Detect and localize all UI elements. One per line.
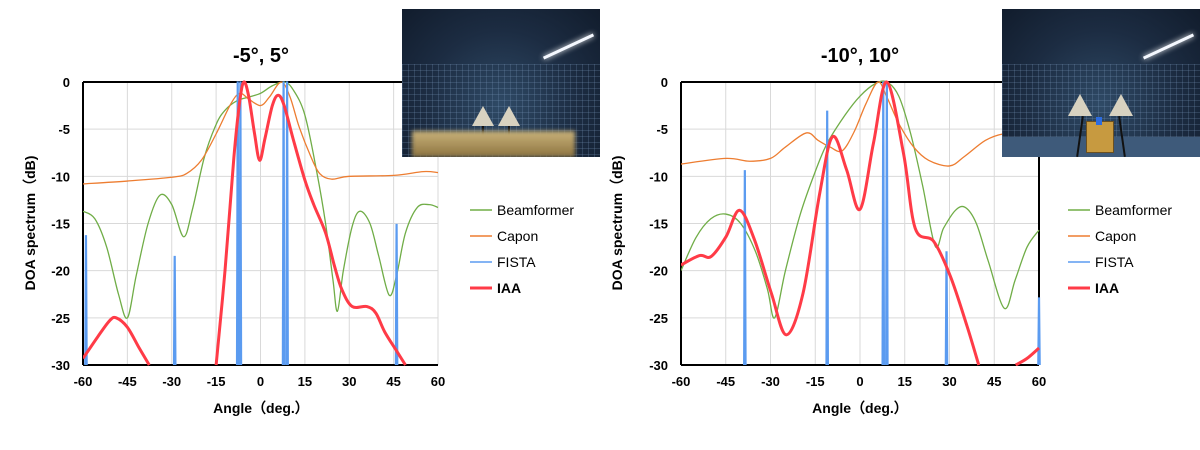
- series-beamformer-line: [681, 80, 1040, 319]
- y-tick-label: -25: [649, 311, 668, 326]
- series-iaa-line: [83, 315, 151, 366]
- legend-label-iaa: IAA: [497, 280, 521, 296]
- inset-photo-right: [1002, 9, 1200, 157]
- plot-area: [83, 80, 439, 366]
- series-fista-peak: [394, 223, 399, 366]
- y-tick-label: -5: [656, 122, 668, 137]
- x-tick-label: -15: [806, 374, 825, 389]
- x-tick-label: 0: [856, 374, 863, 389]
- x-tick-label: 45: [386, 374, 400, 389]
- y-tick-label: -10: [649, 169, 668, 184]
- legend-label-beamformer: Beamformer: [1095, 202, 1172, 218]
- series-capon-line: [83, 81, 439, 185]
- x-tick-label: 60: [431, 374, 445, 389]
- series-fista-peak: [238, 81, 243, 366]
- y-tick-label: -25: [51, 311, 70, 326]
- y-tick-label: 0: [661, 75, 668, 90]
- legend-label-fista: FISTA: [497, 254, 536, 270]
- x-tick-label: 60: [1032, 374, 1046, 389]
- y-tick-label: -30: [51, 358, 70, 373]
- y-axis-label: DOA spectrum（dB): [22, 156, 38, 291]
- series-fista-peak: [885, 81, 889, 366]
- series-fista-peak: [235, 81, 240, 366]
- y-tick-label: 0: [63, 75, 70, 90]
- series-iaa-line: [214, 80, 407, 366]
- legend: Beamformer Capon FISTA IAA: [1068, 202, 1172, 296]
- x-tick-label: 15: [298, 374, 312, 389]
- series-fista-peak: [285, 81, 289, 366]
- y-axis-label: DOA spectrum（dB): [609, 156, 625, 291]
- x-tick-label: 45: [987, 374, 1001, 389]
- x-tick-label: -15: [207, 374, 226, 389]
- x-tick-label: -45: [118, 374, 137, 389]
- y-tick-label: -15: [649, 217, 668, 232]
- legend: Beamformer Capon FISTA IAA: [470, 202, 574, 296]
- series-fista-peak: [281, 81, 286, 366]
- chart-2: -60 -45 -30 -15 0 15 30 45 60 0 -5 -10 -15 -20 -25 -30 -…: [609, 45, 1172, 416]
- x-tick-label: -45: [716, 374, 735, 389]
- x-tick-label: -30: [761, 374, 780, 389]
- chart-1: -60 -45 -30 -15 0 15 30 45 60 0 -5 -10 -15 -20 -25 -30 -…: [22, 45, 574, 416]
- legend-label-capon: Capon: [497, 228, 538, 244]
- y-tick-label: -5: [58, 122, 70, 137]
- x-tick-label: 30: [942, 374, 956, 389]
- y-tick-label: -20: [51, 264, 70, 279]
- y-tick-label: -20: [649, 264, 668, 279]
- series-beamformer-line: [83, 81, 439, 319]
- x-tick-label: -60: [672, 374, 691, 389]
- series-fista-peak: [825, 110, 829, 366]
- x-axis-label: Angle（deg.）: [213, 400, 309, 416]
- legend-label-iaa: IAA: [1095, 280, 1119, 296]
- y-tick-label: -10: [51, 169, 70, 184]
- series-capon-line: [681, 81, 1040, 167]
- x-tick-label: 30: [342, 374, 356, 389]
- x-tick-label: -30: [162, 374, 181, 389]
- series-fista-peak: [84, 235, 88, 366]
- series-fista-peak: [172, 255, 177, 366]
- x-axis-label: Angle（deg.）: [812, 400, 908, 416]
- chart-title: -10°, 10°: [821, 45, 899, 67]
- x-tick-label: -60: [74, 374, 93, 389]
- series-fista-peak: [881, 81, 886, 366]
- x-tick-label: 15: [898, 374, 912, 389]
- series-iaa-line: [681, 80, 981, 366]
- x-tick-label: 0: [257, 374, 264, 389]
- series-fista-peak: [1037, 297, 1041, 366]
- series-fista-peak: [743, 170, 747, 366]
- legend-label-capon: Capon: [1095, 228, 1136, 244]
- y-tick-label: -30: [649, 358, 668, 373]
- series-iaa-line: [1014, 346, 1040, 366]
- legend-label-fista: FISTA: [1095, 254, 1134, 270]
- chart-title: -5°, 5°: [233, 45, 289, 67]
- y-tick-label: -15: [51, 217, 70, 232]
- inset-photo-left: [402, 9, 600, 157]
- legend-label-beamformer: Beamformer: [497, 202, 574, 218]
- plot-area: [681, 80, 1041, 366]
- series-fista-peak: [944, 251, 949, 366]
